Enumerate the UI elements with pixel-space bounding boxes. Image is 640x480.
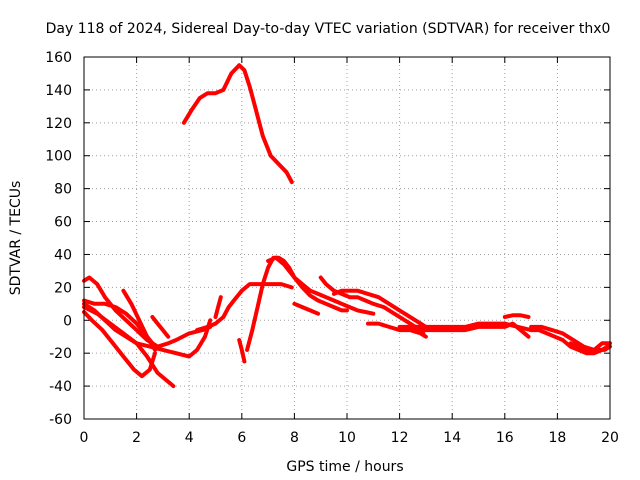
series-arc-v <box>568 341 612 352</box>
y-tick-label: 0 <box>63 313 72 329</box>
x-tick-label: 20 <box>601 430 619 446</box>
x-tick-label: 6 <box>237 430 246 446</box>
series-arc-p <box>366 321 428 339</box>
series-group <box>82 63 612 389</box>
chart-title: Day 118 of 2024, Sidereal Day-to-day VTE… <box>46 21 611 37</box>
series-arc-j <box>237 338 247 364</box>
grid <box>84 57 610 419</box>
series-arc-k <box>245 255 349 352</box>
y-tick-label: 160 <box>45 50 72 66</box>
x-tick-label: 8 <box>290 430 299 446</box>
y-tick-label: -40 <box>49 379 72 395</box>
y-tick-label: 20 <box>54 280 72 296</box>
y-tick-label: -60 <box>49 412 72 428</box>
series-arc-r <box>410 321 531 339</box>
y-tick-label: 60 <box>54 215 72 231</box>
series-arc-f <box>121 288 157 352</box>
y-tick-label: 120 <box>45 116 72 132</box>
x-tick-label: 2 <box>132 430 141 446</box>
x-tick-label: 16 <box>496 430 514 446</box>
series-arc-g <box>150 315 171 339</box>
series-arc-a <box>82 275 213 349</box>
x-tick-label: 0 <box>80 430 89 446</box>
x-tick-label: 18 <box>548 430 566 446</box>
series-arc-s <box>502 313 531 319</box>
y-tick-label: 100 <box>45 149 72 165</box>
plot-frame <box>83 56 611 420</box>
series-arc-o <box>331 288 428 329</box>
y-tick-label: 80 <box>54 182 72 198</box>
y-axis-label: SDTVAR / TECUs <box>8 181 24 296</box>
y-tick-label: -20 <box>49 346 72 362</box>
y-tick-label: 140 <box>45 83 72 99</box>
series-arc-d <box>82 305 213 359</box>
x-tick-label: 4 <box>185 430 194 446</box>
y-tick-label: 40 <box>54 247 72 263</box>
series-sat-high <box>181 63 294 185</box>
series-arc-u <box>529 324 612 352</box>
series-arc-i <box>213 295 223 319</box>
axis-ticks: 0 2 4 6 8 10 12 14 16 18 20 -60 -40 -20 0 20 40 60 80 100 12… <box>45 50 619 446</box>
x-tick-label: 10 <box>338 430 356 446</box>
series-arc-m <box>292 301 321 316</box>
series-arc-t <box>529 328 610 356</box>
series-arc-l <box>266 255 376 316</box>
x-tick-label: 14 <box>443 430 461 446</box>
series-arc-n <box>318 275 426 336</box>
series-arc-b <box>82 310 157 379</box>
series-arc-h <box>195 282 294 333</box>
x-axis-label: GPS time / hours <box>286 459 403 475</box>
x-tick-label: 12 <box>391 430 409 446</box>
